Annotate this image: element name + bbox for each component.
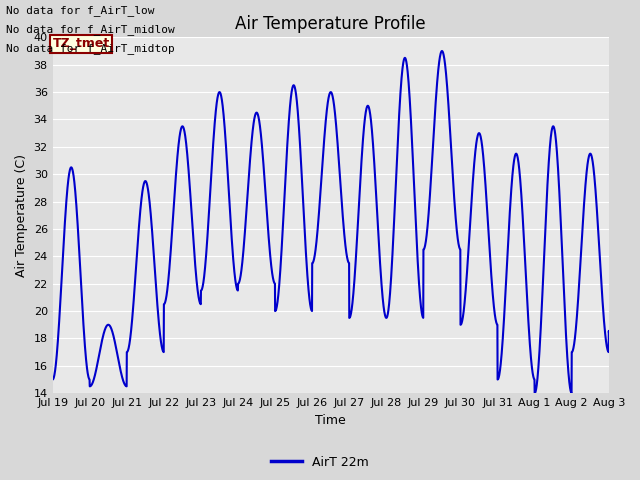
Title: Air Temperature Profile: Air Temperature Profile <box>236 15 426 33</box>
X-axis label: Time: Time <box>316 414 346 427</box>
Text: TZ_tmet: TZ_tmet <box>52 37 110 50</box>
Legend: AirT 22m: AirT 22m <box>266 451 374 474</box>
Text: No data for f_AirT_midtop: No data for f_AirT_midtop <box>6 43 175 54</box>
Y-axis label: Air Temperature (C): Air Temperature (C) <box>15 154 28 277</box>
Text: No data for f_AirT_low: No data for f_AirT_low <box>6 5 155 16</box>
Text: No data for f_AirT_midlow: No data for f_AirT_midlow <box>6 24 175 35</box>
